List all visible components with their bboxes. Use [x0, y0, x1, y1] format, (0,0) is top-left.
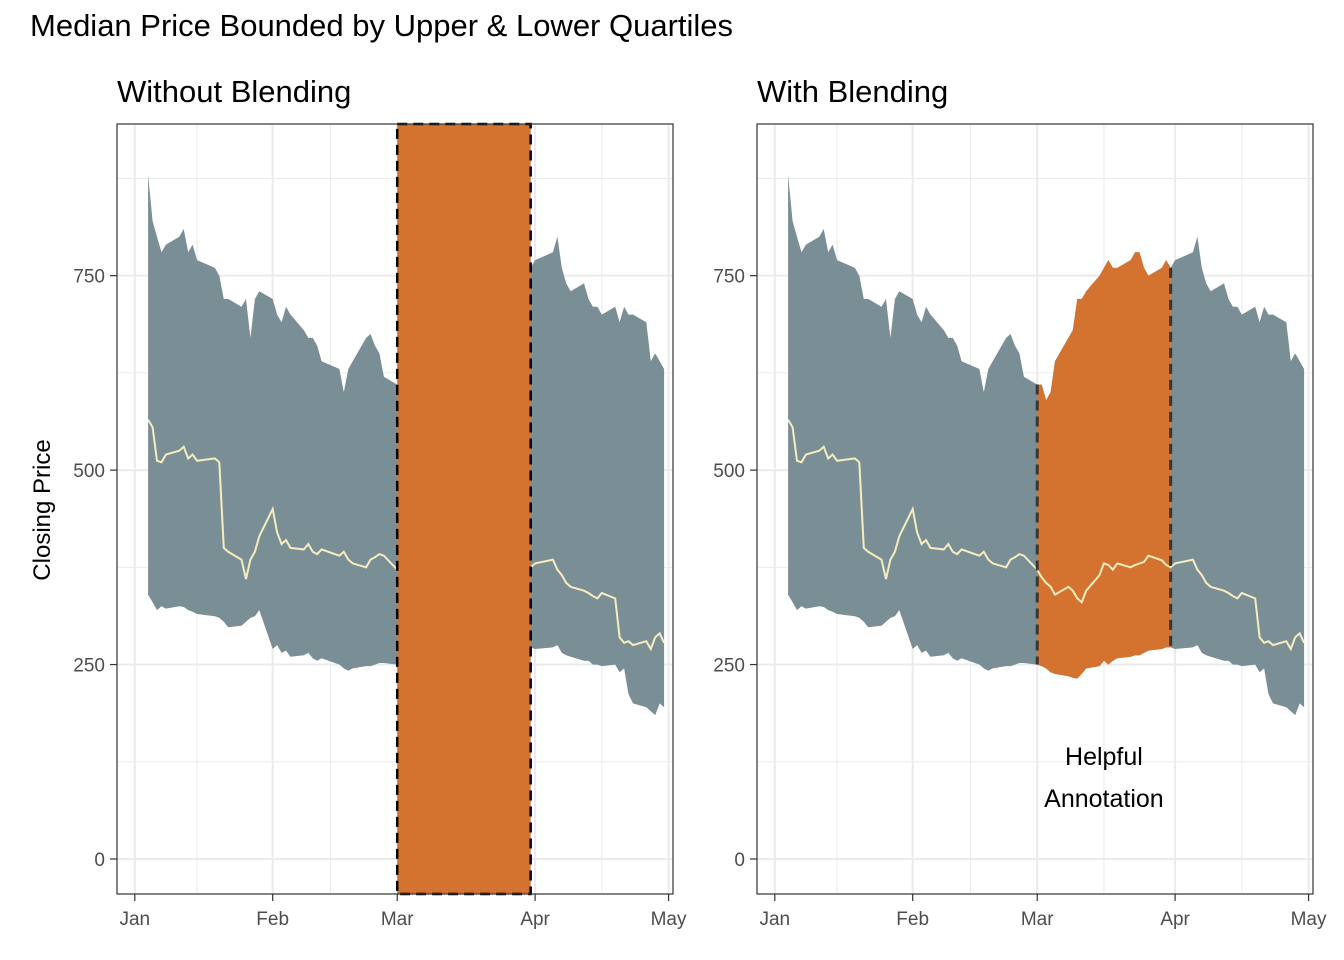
y-tick-label: 250	[713, 656, 745, 677]
y-tick-label: 500	[73, 461, 105, 482]
panel-border	[116, 123, 674, 895]
y-tick-label: 250	[73, 656, 105, 677]
y-tick-label: 0	[734, 850, 745, 871]
x-tick-label: May	[1291, 909, 1327, 930]
x-tick-label: Jan	[119, 909, 150, 930]
panel-with-blending: With Blending Helpful Annotation 0 250 500 750…	[713, 74, 1327, 930]
annotation-line: Helpful	[1065, 743, 1143, 771]
y-tick-label: 750	[713, 267, 745, 288]
annotation-line: Annotation	[1044, 785, 1164, 813]
y-tick-label: 500	[713, 461, 745, 482]
x-tick-label: Feb	[256, 909, 289, 930]
x-tick-label: May	[651, 909, 687, 930]
y-tick-label: 750	[73, 267, 105, 288]
x-tick-label: Apr	[520, 909, 550, 930]
y-axis-title: Closing Price	[29, 439, 56, 580]
median-line	[787, 419, 1306, 652]
panel-title: With Blending	[757, 74, 948, 109]
highlight-band	[1037, 252, 1171, 679]
y-tick-label: 0	[94, 850, 105, 871]
x-tick-label: Mar	[1021, 909, 1054, 930]
panel-without-blending: Without BlendingHelpfulAnnotation0250500…	[73, 74, 687, 930]
x-tick-label: Apr	[1160, 909, 1190, 930]
x-tick-label: Jan	[759, 909, 790, 930]
x-tick-label: Feb	[896, 909, 929, 930]
x-tick-label: Mar	[381, 909, 414, 930]
highlight-rectangle	[395, 122, 532, 896]
data-layer	[787, 174, 1306, 716]
panel-border	[756, 123, 1314, 895]
annotation-text: Helpful Annotation	[1044, 743, 1164, 813]
panel-title: Without Blending	[117, 74, 351, 109]
figure-title: Median Price Bounded by Upper & Lower Qu…	[30, 8, 734, 43]
